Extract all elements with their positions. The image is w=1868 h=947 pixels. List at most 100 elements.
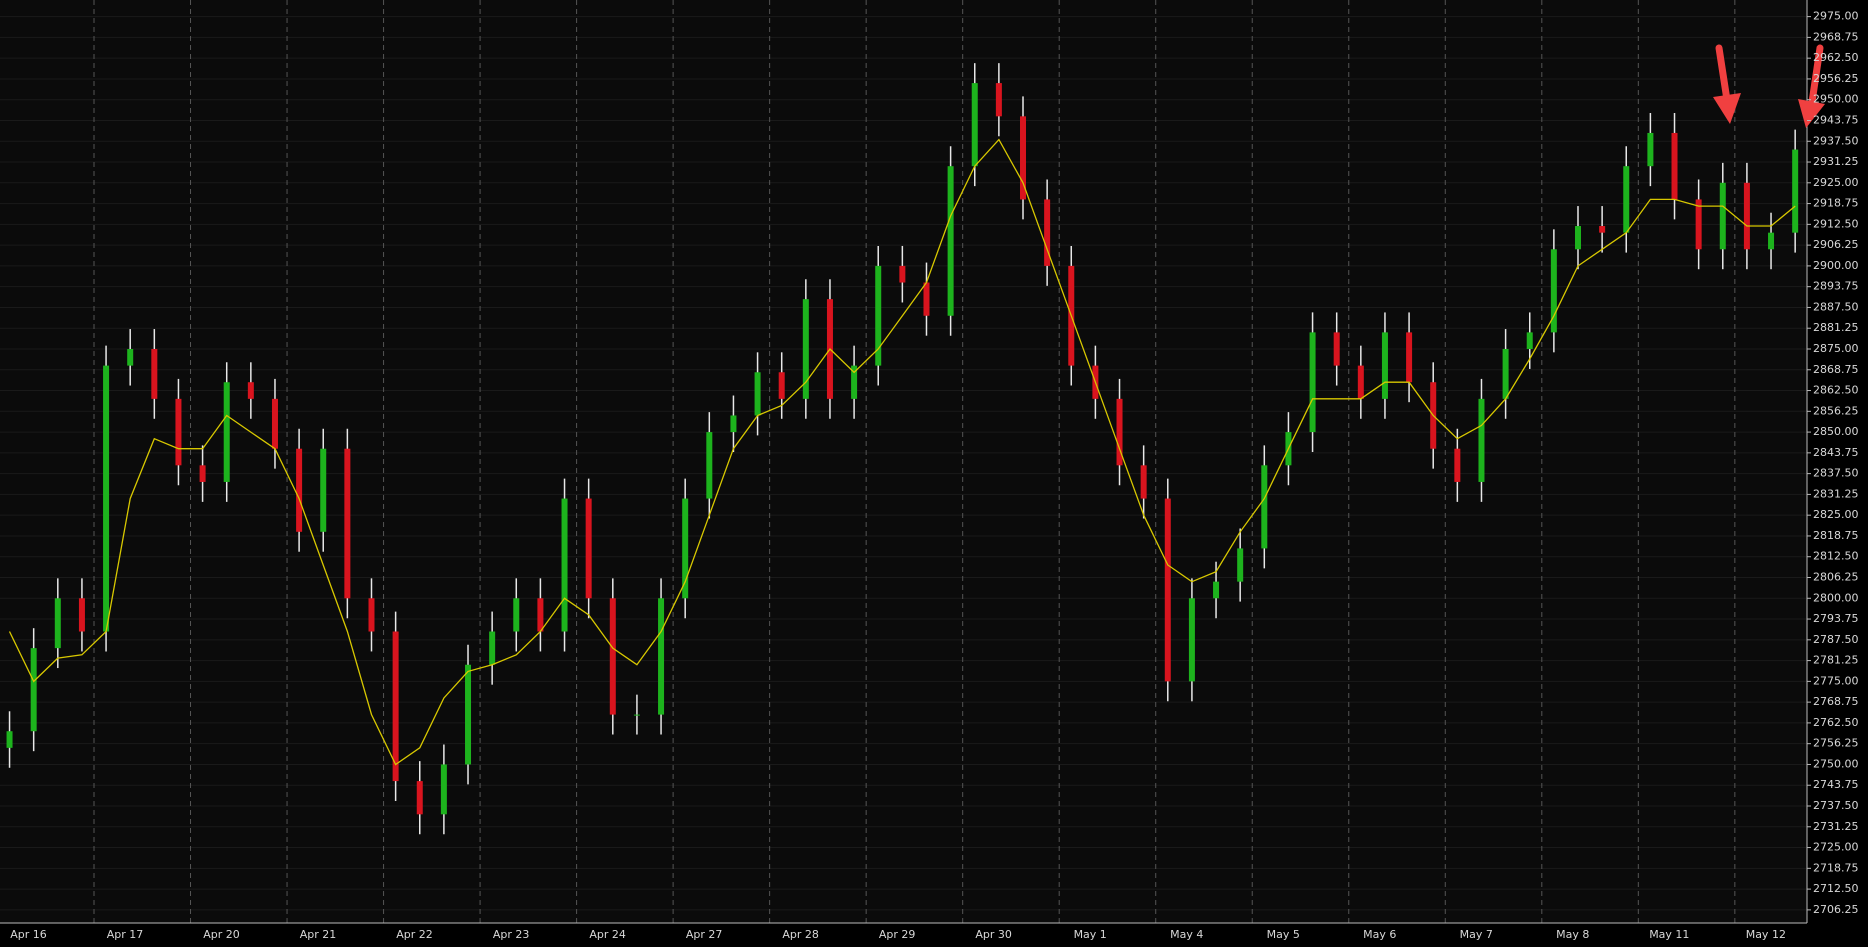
candle-body: [1671, 132, 1678, 200]
x-tick-label: Apr 28: [782, 928, 819, 941]
candle-body: [1116, 398, 1123, 466]
x-tick-label: May 7: [1460, 928, 1493, 941]
y-tick-label: 2956.25: [1813, 72, 1859, 85]
y-tick-label: 2781.25: [1813, 654, 1859, 667]
x-tick-label: May 8: [1556, 928, 1589, 941]
candle-body: [1357, 365, 1364, 399]
y-tick-label: 2887.50: [1813, 300, 1859, 313]
y-tick-label: 2712.50: [1813, 882, 1859, 895]
candle-body: [103, 365, 110, 632]
candle-body: [802, 299, 809, 399]
candle-body: [851, 365, 858, 399]
y-tick-label: 2943.75: [1813, 113, 1859, 126]
candle-body: [1333, 332, 1340, 366]
candle-body: [730, 415, 737, 433]
candle-body: [1719, 182, 1726, 250]
candle-body: [923, 282, 930, 316]
x-tick-label: May 5: [1267, 928, 1300, 941]
y-tick-label: 2793.75: [1813, 612, 1859, 625]
y-tick-label: 2925.00: [1813, 176, 1859, 189]
candle-body: [1140, 465, 1147, 499]
x-tick-label: Apr 21: [300, 928, 337, 941]
candle-body: [754, 372, 761, 416]
y-tick-label: 2737.50: [1813, 799, 1859, 812]
x-tick-label: May 4: [1170, 928, 1203, 941]
y-tick-label: 2875.00: [1813, 342, 1859, 355]
candle-body: [489, 631, 496, 665]
candle-body: [899, 265, 906, 283]
x-tick-label: May 1: [1074, 928, 1107, 941]
y-tick-label: 2718.75: [1813, 861, 1859, 874]
y-tick-label: 2900.00: [1813, 259, 1859, 272]
candle-body: [54, 598, 61, 649]
y-tick-label: 2837.50: [1813, 467, 1859, 480]
x-tick-label: Apr 30: [975, 928, 1012, 941]
y-tick-label: 2912.50: [1813, 217, 1859, 230]
candle-body: [1623, 166, 1630, 233]
candle-body: [537, 598, 544, 632]
y-tick-label: 2881.25: [1813, 321, 1859, 334]
x-tick-label: May 11: [1649, 928, 1689, 941]
candle-body: [296, 448, 303, 532]
moving-average-line: [8, 138, 1796, 766]
candle-body: [1768, 232, 1775, 250]
candle-body: [199, 465, 206, 482]
x-tick-label: May 12: [1746, 928, 1786, 941]
candle-body: [1478, 398, 1485, 482]
x-tick-label: Apr 16: [10, 928, 47, 941]
candle-body: [1526, 332, 1533, 349]
candle-body: [392, 631, 399, 782]
candle-body: [875, 265, 882, 366]
y-tick-label: 2831.25: [1813, 487, 1859, 500]
candle-body: [561, 498, 568, 632]
x-tick-label: Apr 23: [493, 928, 530, 941]
y-tick-label: 2968.75: [1813, 30, 1859, 43]
x-tick-label: Apr 20: [203, 928, 240, 941]
candle-body: [1574, 226, 1581, 250]
x-tick-label: Apr 27: [686, 928, 723, 941]
candle-body: [995, 83, 1002, 117]
candle-body: [247, 382, 254, 399]
y-tick-label: 2812.50: [1813, 550, 1859, 563]
y-tick-label: 2706.25: [1813, 903, 1859, 916]
x-tick-label: Apr 29: [879, 928, 916, 941]
y-tick-label: 2743.75: [1813, 778, 1859, 791]
candle-body: [1309, 332, 1316, 433]
y-tick-label: 2725.00: [1813, 841, 1859, 854]
y-tick-label: 2856.25: [1813, 404, 1859, 417]
candle-body: [1599, 226, 1606, 233]
candle-body: [151, 348, 158, 399]
y-tick-label: 2750.00: [1813, 757, 1859, 770]
candle-body: [1044, 199, 1051, 266]
y-tick-label: 2768.75: [1813, 695, 1859, 708]
grid: [0, 0, 1807, 923]
x-tick-label: Apr 17: [107, 928, 144, 941]
candle-body: [1213, 581, 1220, 599]
y-tick-label: 2731.25: [1813, 820, 1859, 833]
candle-body: [344, 448, 351, 599]
candle-body: [971, 83, 978, 167]
candle-body: [682, 498, 689, 599]
marks: [6, 63, 1799, 835]
y-tick-label: 2937.50: [1813, 134, 1859, 147]
candle-body: [1792, 149, 1799, 233]
y-tick-label: 2906.25: [1813, 238, 1859, 251]
candle-body: [1743, 182, 1750, 250]
candle-body: [1406, 332, 1413, 383]
candle-body: [440, 764, 447, 815]
candle-body: [947, 166, 954, 316]
y-tick-label: 2931.25: [1813, 155, 1859, 168]
y-tick-label: 2950.00: [1813, 93, 1859, 106]
y-tick-label: 2825.00: [1813, 508, 1859, 521]
y-tick-label: 2818.75: [1813, 529, 1859, 542]
y-tick-label: 2893.75: [1813, 280, 1859, 293]
candle-body: [778, 372, 785, 399]
y-tick-label: 2962.50: [1813, 51, 1859, 64]
arrow: [1713, 44, 1741, 124]
plot-area: [0, 0, 1807, 923]
candle-body: [585, 498, 592, 599]
candle-body: [1454, 448, 1461, 482]
candle-body: [368, 598, 375, 632]
y-tick-label: 2975.00: [1813, 10, 1859, 23]
